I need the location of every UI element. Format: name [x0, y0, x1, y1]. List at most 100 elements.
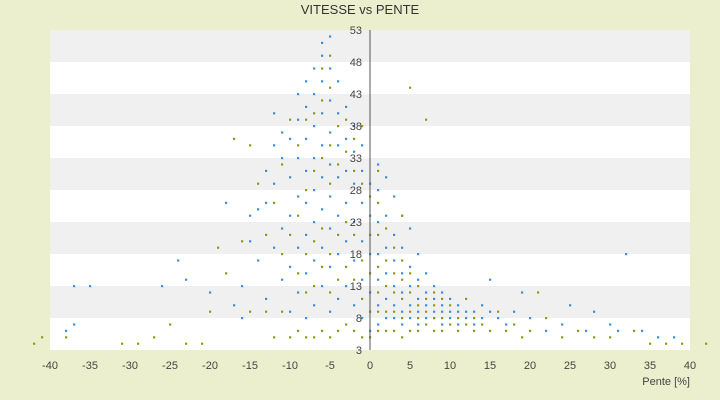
data-point — [561, 336, 564, 339]
data-point — [345, 240, 348, 243]
data-point — [353, 329, 356, 332]
data-point — [409, 227, 412, 230]
data-point — [313, 259, 316, 262]
data-point — [329, 310, 332, 313]
data-point — [337, 214, 340, 217]
data-point — [337, 329, 340, 332]
data-point — [417, 278, 420, 281]
data-point — [417, 304, 420, 307]
data-point — [361, 259, 364, 262]
data-point — [593, 336, 596, 339]
data-point — [337, 112, 340, 115]
data-point — [417, 285, 420, 288]
data-point — [385, 329, 388, 332]
data-point — [305, 189, 308, 192]
data-point — [385, 246, 388, 249]
data-point — [705, 342, 708, 345]
data-point — [409, 329, 412, 332]
data-point — [433, 310, 436, 313]
data-point — [281, 310, 284, 313]
x-tick-label: 35 — [644, 360, 656, 372]
data-point — [353, 169, 356, 172]
data-point — [401, 323, 404, 326]
data-point — [337, 253, 340, 256]
data-point — [393, 246, 396, 249]
x-tick-label: -10 — [282, 360, 298, 372]
data-point — [289, 176, 292, 179]
data-point — [321, 227, 324, 230]
data-point — [169, 323, 172, 326]
data-point — [481, 323, 484, 326]
x-tick-label: -20 — [202, 360, 218, 372]
data-point — [297, 329, 300, 332]
data-point — [481, 304, 484, 307]
data-point — [385, 214, 388, 217]
data-point — [417, 323, 420, 326]
data-point — [393, 329, 396, 332]
data-point — [337, 233, 340, 236]
data-point — [393, 259, 396, 262]
data-point — [441, 304, 444, 307]
data-point — [329, 336, 332, 339]
data-point — [305, 105, 308, 108]
data-point — [329, 99, 332, 102]
data-point — [401, 246, 404, 249]
data-point — [377, 201, 380, 204]
data-point — [441, 310, 444, 313]
data-point — [417, 329, 420, 332]
data-point — [249, 310, 252, 313]
data-points — [33, 35, 708, 345]
data-point — [313, 336, 316, 339]
y-tick-label: 38 — [350, 121, 362, 133]
data-point — [457, 317, 460, 320]
data-point — [497, 317, 500, 320]
data-point — [377, 233, 380, 236]
data-point — [321, 54, 324, 57]
data-point — [345, 105, 348, 108]
data-point — [473, 323, 476, 326]
data-point — [409, 310, 412, 313]
data-point — [393, 310, 396, 313]
data-point — [649, 342, 652, 345]
data-point — [273, 144, 276, 147]
data-point — [329, 253, 332, 256]
data-point — [65, 329, 68, 332]
data-point — [489, 329, 492, 332]
data-point — [265, 169, 268, 172]
data-point — [305, 118, 308, 121]
data-point — [385, 310, 388, 313]
data-point — [121, 342, 124, 345]
data-point — [409, 272, 412, 275]
data-point — [273, 182, 276, 185]
data-point — [449, 323, 452, 326]
data-point — [257, 259, 260, 262]
data-point — [393, 304, 396, 307]
data-point — [361, 182, 364, 185]
data-point — [417, 310, 420, 313]
data-point — [609, 323, 612, 326]
data-point — [329, 86, 332, 89]
data-point — [289, 336, 292, 339]
data-point — [153, 336, 156, 339]
data-point — [425, 118, 428, 121]
data-point — [481, 317, 484, 320]
data-point — [289, 137, 292, 140]
data-point — [305, 80, 308, 83]
chart-title: VITESSE vs PENTE — [301, 2, 420, 17]
data-point — [401, 336, 404, 339]
data-point — [417, 317, 420, 320]
data-point — [297, 93, 300, 96]
data-point — [241, 317, 244, 320]
data-point — [401, 214, 404, 217]
data-point — [449, 310, 452, 313]
data-point — [401, 317, 404, 320]
data-point — [265, 233, 268, 236]
data-point — [337, 297, 340, 300]
data-point — [257, 208, 260, 211]
data-point — [345, 265, 348, 268]
data-point — [345, 201, 348, 204]
data-point — [137, 342, 140, 345]
data-point — [89, 285, 92, 288]
data-point — [377, 189, 380, 192]
y-tick-label: 53 — [350, 25, 362, 37]
